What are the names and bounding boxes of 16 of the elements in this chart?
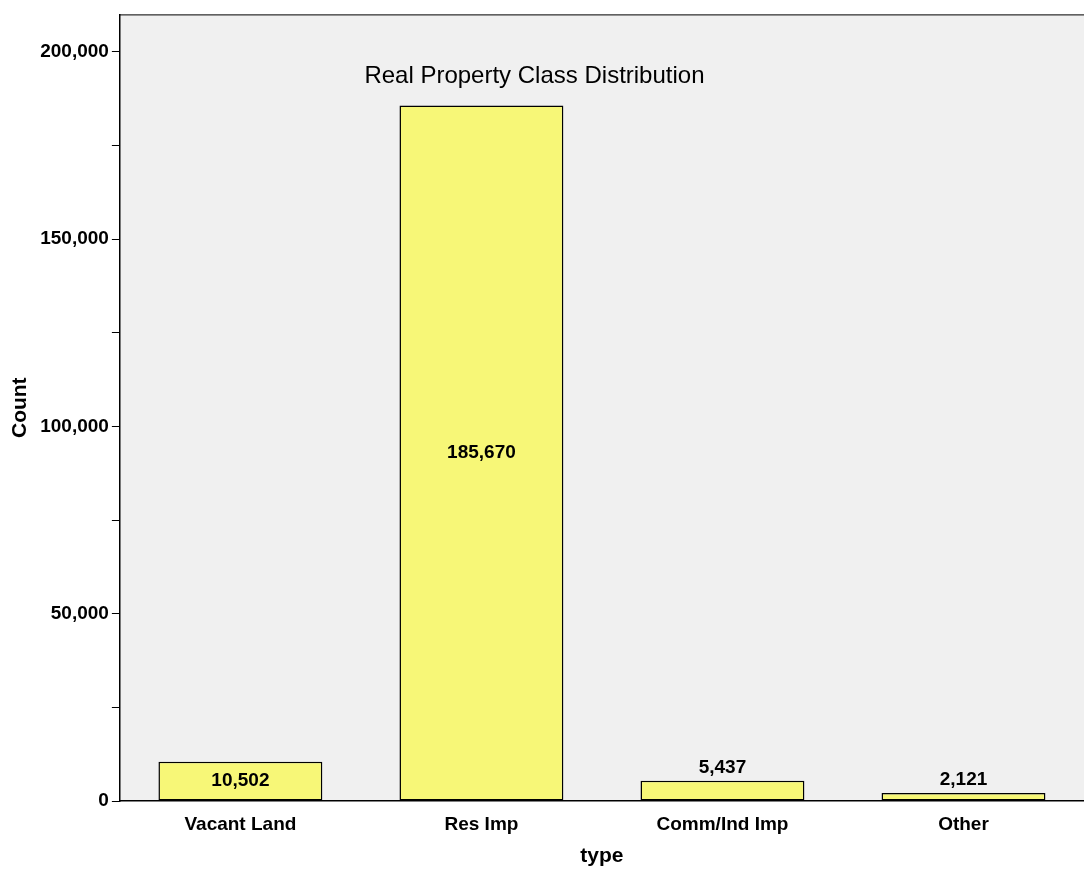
data-label: 10,502 — [211, 769, 270, 791]
y-axis-title: Count — [7, 377, 31, 439]
y-tick-label: 0 — [98, 789, 109, 811]
x-tick-label: Res Imp — [444, 812, 519, 834]
x-tick-label: Other — [938, 812, 990, 834]
x-tick-label: Comm/Ind Imp — [656, 812, 789, 834]
data-label: 185,670 — [447, 441, 516, 463]
text: Real Property Class Distribution — [364, 61, 705, 89]
data-label: 2,121 — [939, 768, 988, 790]
y-tick-label: 150,000 — [40, 227, 109, 249]
y-tick-label: 100,000 — [40, 414, 109, 436]
y-tick-label: 200,000 — [40, 40, 109, 62]
x-axis-title: type — [580, 843, 624, 867]
x-tick-label: Vacant Land — [184, 812, 297, 834]
data-label: 5,437 — [698, 755, 747, 777]
y-tick-label: 50,000 — [50, 601, 109, 623]
